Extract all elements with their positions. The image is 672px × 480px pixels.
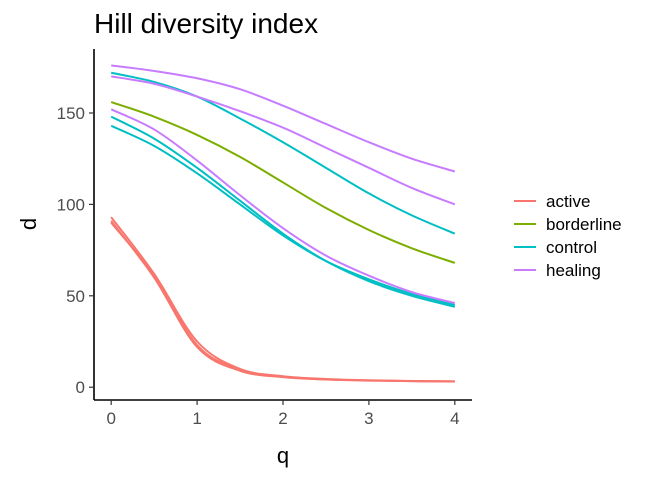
legend-item-active: active [510, 190, 622, 213]
axis-ticks: 0 1 2 3 4 0 50 100 150 [57, 104, 460, 428]
legend-key [510, 259, 540, 282]
legend-swatch [514, 200, 536, 202]
legend-key [510, 236, 540, 259]
x-tick-label: 0 [106, 409, 115, 428]
y-tick-label: 150 [57, 104, 85, 123]
series-line-active [110, 222, 455, 383]
series-line-healing [110, 108, 456, 305]
x-tick-label: 3 [364, 409, 373, 428]
legend-item-healing: healing [510, 259, 622, 282]
series-line-healing [111, 75, 456, 206]
x-axis-title: q [277, 443, 289, 468]
legend-key [510, 213, 540, 236]
legend-item-borderline: borderline [510, 213, 622, 236]
y-tick-label: 100 [57, 195, 85, 214]
series-line-control [110, 115, 456, 308]
legend-swatch [514, 223, 536, 225]
legend-key [510, 190, 540, 213]
legend-swatch [514, 246, 536, 248]
legend-label: control [546, 237, 598, 257]
x-tick-label: 4 [450, 409, 459, 428]
legend-label: borderline [546, 214, 622, 234]
y-tick-label: 0 [76, 378, 85, 397]
series-line-control [110, 71, 456, 235]
y-axis-title: d [16, 218, 41, 230]
legend-label: healing [546, 260, 601, 280]
x-tick-label: 2 [278, 409, 287, 428]
series-line-control [110, 124, 456, 306]
legend-label: active [546, 191, 591, 211]
series-line-healing [111, 64, 456, 173]
x-tick-label: 1 [192, 409, 201, 428]
series-line-active [110, 216, 455, 383]
y-tick-label: 50 [66, 287, 85, 306]
legend: active borderline control healing [510, 190, 622, 282]
series-lines [110, 64, 456, 383]
chart-title: Hill diversity index [94, 8, 319, 39]
legend-swatch [514, 269, 536, 271]
series-line-borderline [110, 101, 456, 264]
legend-item-control: control [510, 236, 622, 259]
